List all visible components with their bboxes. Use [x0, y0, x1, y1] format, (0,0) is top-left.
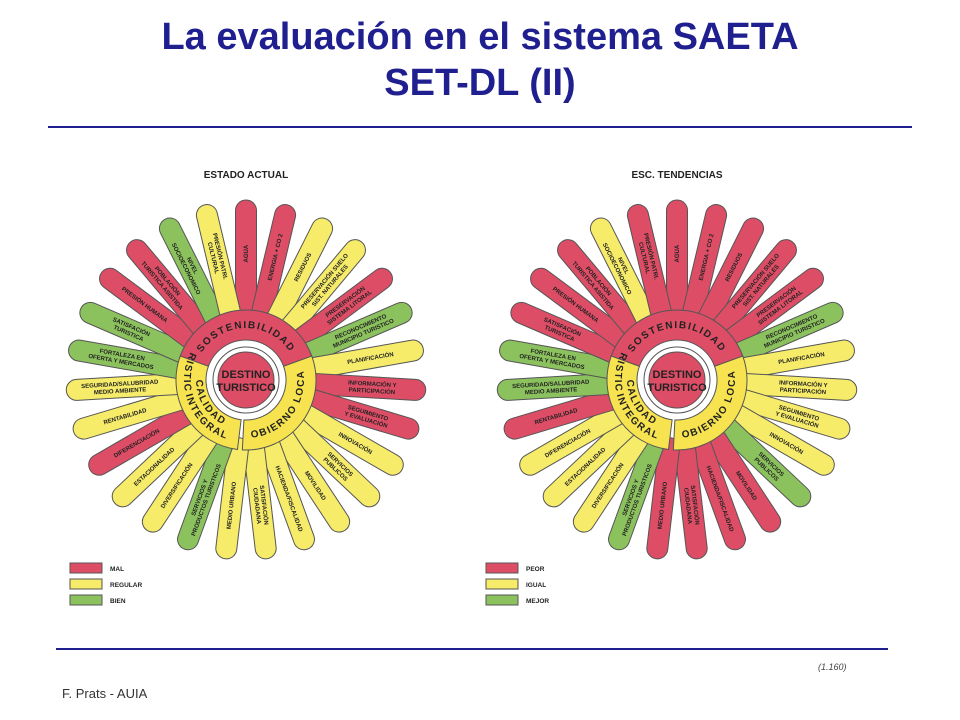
petal-label: MEDIO URBANO [658, 481, 670, 529]
slide-reference: (1.160) [818, 662, 847, 672]
center-label: DESTINO [222, 369, 271, 381]
legend-label: BIEN [110, 598, 126, 605]
slide-title: La evaluación en el sistema SAETA SET-DL… [0, 14, 960, 106]
title-line-1: La evaluación en el sistema SAETA [161, 16, 799, 58]
legend-swatch-red [485, 562, 519, 574]
petal-label: SEGURIDAD/SALUBRIDADMEDIO AMBIENTE [512, 380, 591, 398]
center-label: TURISTICO [647, 382, 707, 394]
ring-calidad-integral [606, 355, 673, 451]
legend-swatch-green [69, 594, 103, 606]
legend-label: PEOR [526, 566, 545, 573]
petal-label: MEDIO URBANO [227, 481, 239, 529]
top-divider [48, 126, 912, 128]
ring-gobierno-local [241, 355, 317, 451]
title-line-2: SET-DL (II) [384, 62, 576, 104]
ring-sostenibilidad [179, 309, 313, 367]
petal-label: INFORMACIÓN YPARTICIPACIÓN [778, 378, 827, 396]
legend-label: REGULAR [110, 582, 142, 589]
ring-sostenibilidad [610, 309, 744, 367]
petal-label: INFORMACIÓN YPARTICIPACIÓN [347, 378, 396, 396]
petal-label: SEGURIDAD/SALUBRIDADMEDIO AMBIENTE [81, 380, 160, 398]
legend-label: IGUAL [526, 582, 546, 589]
ring-calidad-integral [175, 355, 242, 451]
center-circle [648, 351, 706, 409]
bottom-divider [56, 648, 888, 650]
diagram-heading: ESTADO ACTUAL [204, 170, 288, 181]
legend-swatch-red [69, 562, 103, 574]
diagram-heading: ESC. TENDENCIAS [631, 170, 722, 181]
ring-gobierno-local [672, 355, 748, 451]
legend-swatch-yellow [485, 578, 519, 590]
legend-label: MEJOR [526, 598, 549, 605]
legend-swatch-yellow [69, 578, 103, 590]
center-label: DESTINO [653, 369, 702, 381]
petal-label: AGUA [675, 244, 681, 262]
center-circle [217, 351, 275, 409]
legend-label: MAL [110, 566, 124, 573]
footer-author: F. Prats - AUIA [62, 686, 148, 701]
legend-swatch-green [485, 594, 519, 606]
center-label: TURISTICO [216, 382, 276, 394]
petal-label: AGUA [244, 244, 250, 262]
